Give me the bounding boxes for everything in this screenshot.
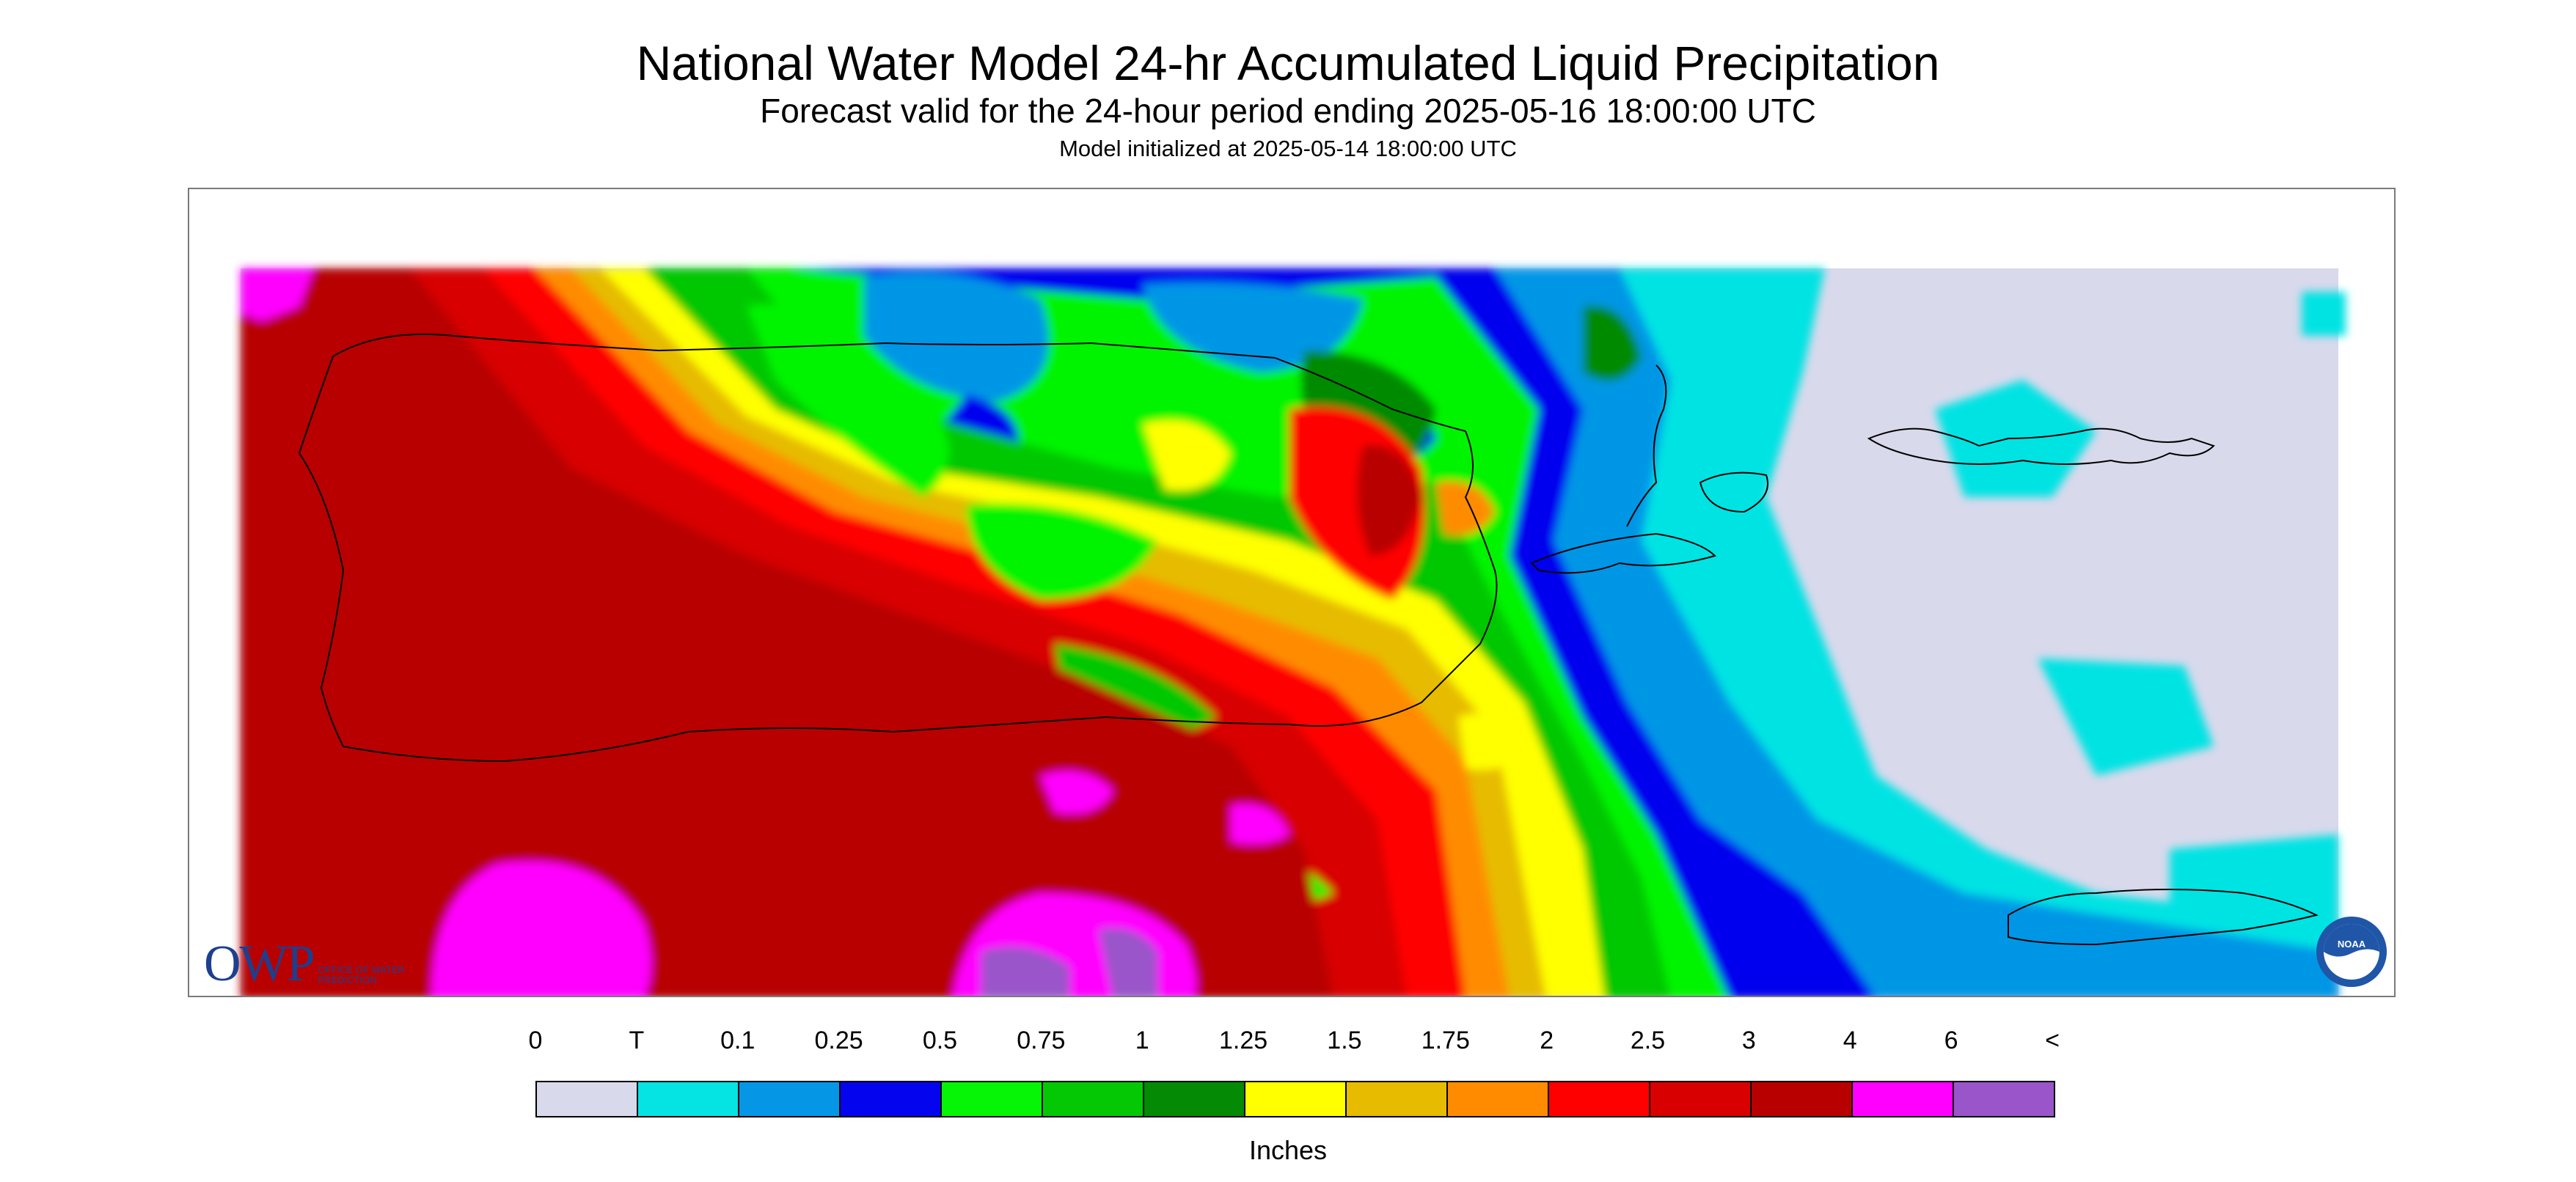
scale-swatch xyxy=(1347,1082,1448,1116)
scale-tick-label: 1.5 xyxy=(1327,1027,1362,1054)
scale-swatch xyxy=(942,1082,1043,1116)
scale-tick-label: 0.25 xyxy=(814,1027,863,1054)
map-title: National Water Model 24-hr Accumulated L… xyxy=(636,36,1940,90)
legend-units: Inches xyxy=(1248,1135,1328,1165)
scale-tick-label: 2.5 xyxy=(1630,1027,1666,1054)
coastlines xyxy=(299,333,2319,946)
scale-swatch xyxy=(638,1082,739,1116)
scale-swatch xyxy=(1853,1082,1954,1116)
scale-swatch xyxy=(841,1082,942,1116)
model-init-text: Model initialized at 2025-05-14 18:00:00… xyxy=(1059,136,1517,161)
scale-tick-label: 1.75 xyxy=(1421,1027,1470,1054)
scale-swatch xyxy=(739,1082,841,1116)
scale-bar xyxy=(535,1081,2055,1117)
scale-tick-label: 1 xyxy=(1135,1027,1149,1054)
scale-swatch xyxy=(1954,1082,2054,1116)
scale-tick-label: < xyxy=(2045,1027,2060,1054)
scale-tick-label: 4 xyxy=(1843,1027,1857,1054)
scale-tick-label: 6 xyxy=(1944,1027,1958,1054)
owp-logo-text: OFFICE OF WATER PREDICTION xyxy=(318,964,405,985)
scale-swatch xyxy=(1144,1082,1245,1116)
scale-tick-label: T xyxy=(629,1027,645,1054)
scale-tick-label: 0.5 xyxy=(922,1027,958,1054)
map-subtitle: Forecast valid for the 24-hour period en… xyxy=(760,92,1816,130)
scale-tick-label: 0.1 xyxy=(720,1027,755,1054)
precip-bands xyxy=(241,268,2346,996)
noaa-logo-text: NOAA xyxy=(2338,939,2366,950)
color-scale-legend: 0 T 0.1 0.25 0.5 0.75 1 1.25 1.5 1.75 2 2.5 3 4 6 < xyxy=(529,1027,2060,1144)
owp-logo: OWP OFFICE OF WATER PREDICTION xyxy=(204,939,406,990)
owp-logo-mark: OWP xyxy=(204,936,315,992)
precipitation-field xyxy=(241,268,2346,996)
scale-swatch xyxy=(1043,1082,1144,1116)
noaa-logo: NOAA xyxy=(2316,917,2387,987)
scale-swatch xyxy=(537,1082,638,1116)
scale-tick-label: 3 xyxy=(1741,1027,1756,1054)
scale-tick-label: 0.75 xyxy=(1017,1027,1066,1054)
scale-tick-label: 2 xyxy=(1540,1027,1554,1054)
scale-swatch xyxy=(1448,1082,1549,1116)
scale-tick-label: 0 xyxy=(528,1027,543,1054)
scale-swatch xyxy=(1549,1082,1650,1116)
scale-swatch xyxy=(1245,1082,1347,1116)
scale-labels: 0 T 0.1 0.25 0.5 0.75 1 1.25 1.5 1.75 2 2.5 3 4 6 < xyxy=(529,1027,2060,1063)
scale-tick-label: 1.25 xyxy=(1218,1027,1268,1054)
scale-swatch xyxy=(1752,1082,1853,1116)
precipitation-map[interactable]: OWP OFFICE OF WATER PREDICTION NOAA xyxy=(188,188,2396,997)
scale-swatch xyxy=(1650,1082,1752,1116)
